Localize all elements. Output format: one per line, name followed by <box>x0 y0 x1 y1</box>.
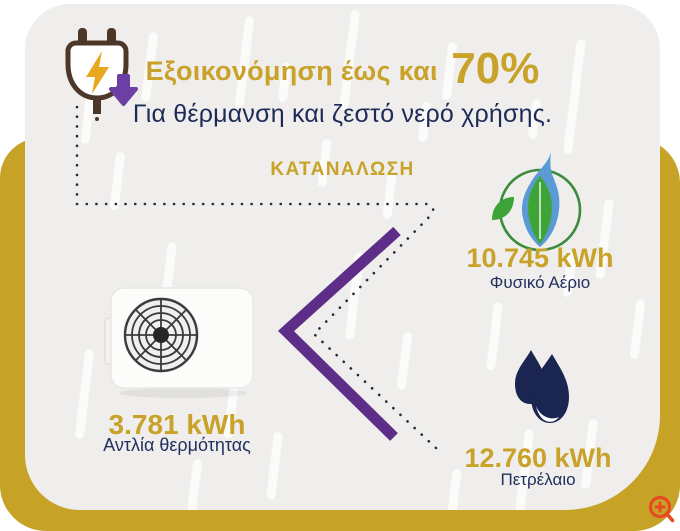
heat-pump-unit-icon <box>104 287 254 398</box>
down-arrow-icon <box>109 74 138 106</box>
page-subtitle: Για θέρμανση και ζεστό νερό χρήσης. <box>132 100 553 128</box>
lightning-bolt-icon <box>86 51 109 94</box>
fan-hub <box>153 327 169 343</box>
main-card: Εξοικονόμηση έως και 70% Για θέρμανση κα… <box>25 4 660 510</box>
natural-gas-value: 10.745 kWh <box>466 243 614 273</box>
eco-gas-flame-icon <box>492 152 582 252</box>
heat-pump-label: Αντλία θερμότητας <box>103 435 251 455</box>
drop-highlight <box>536 406 559 422</box>
oil-drops-icon <box>515 350 569 423</box>
small-leaf-icon <box>492 197 514 220</box>
power-plug-lightning-arrow-icon <box>65 28 138 121</box>
natural-gas-label: Φυσικό Αέριο <box>489 273 591 292</box>
oil-label: Πετρέλαιο <box>500 470 576 489</box>
title-percent: 70% <box>451 44 540 93</box>
title-prefix: Εξοικονόμηση έως και <box>145 56 438 86</box>
zoom-in-icon[interactable] <box>646 494 676 527</box>
page-title: Εξοικονόμηση έως και 70% <box>25 46 660 99</box>
oil-value: 12.760 kWh <box>464 443 612 473</box>
